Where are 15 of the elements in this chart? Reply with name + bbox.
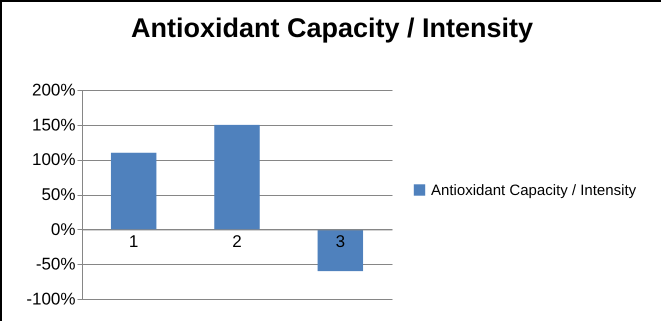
bar [318, 229, 364, 272]
y-tick-label: 200% [32, 80, 76, 100]
bar [110, 152, 156, 230]
y-tick-label: 100% [32, 150, 76, 170]
x-tick-label: 1 [128, 232, 138, 251]
x-tick-label: 3 [336, 232, 346, 251]
x-tick-label: 2 [232, 232, 242, 251]
y-tick-label: 0% [50, 220, 76, 239]
y-tick-label: 150% [32, 115, 76, 134]
y-tick-label: -100% [26, 290, 76, 308]
y-tick-label: 50% [41, 185, 76, 204]
bar [214, 124, 260, 230]
legend-label: Antioxidant Capacity / Intensity [431, 182, 637, 199]
chart-title: Antioxidant Capacity / Intensity [130, 13, 534, 43]
y-tick-label: -50% [36, 254, 76, 274]
